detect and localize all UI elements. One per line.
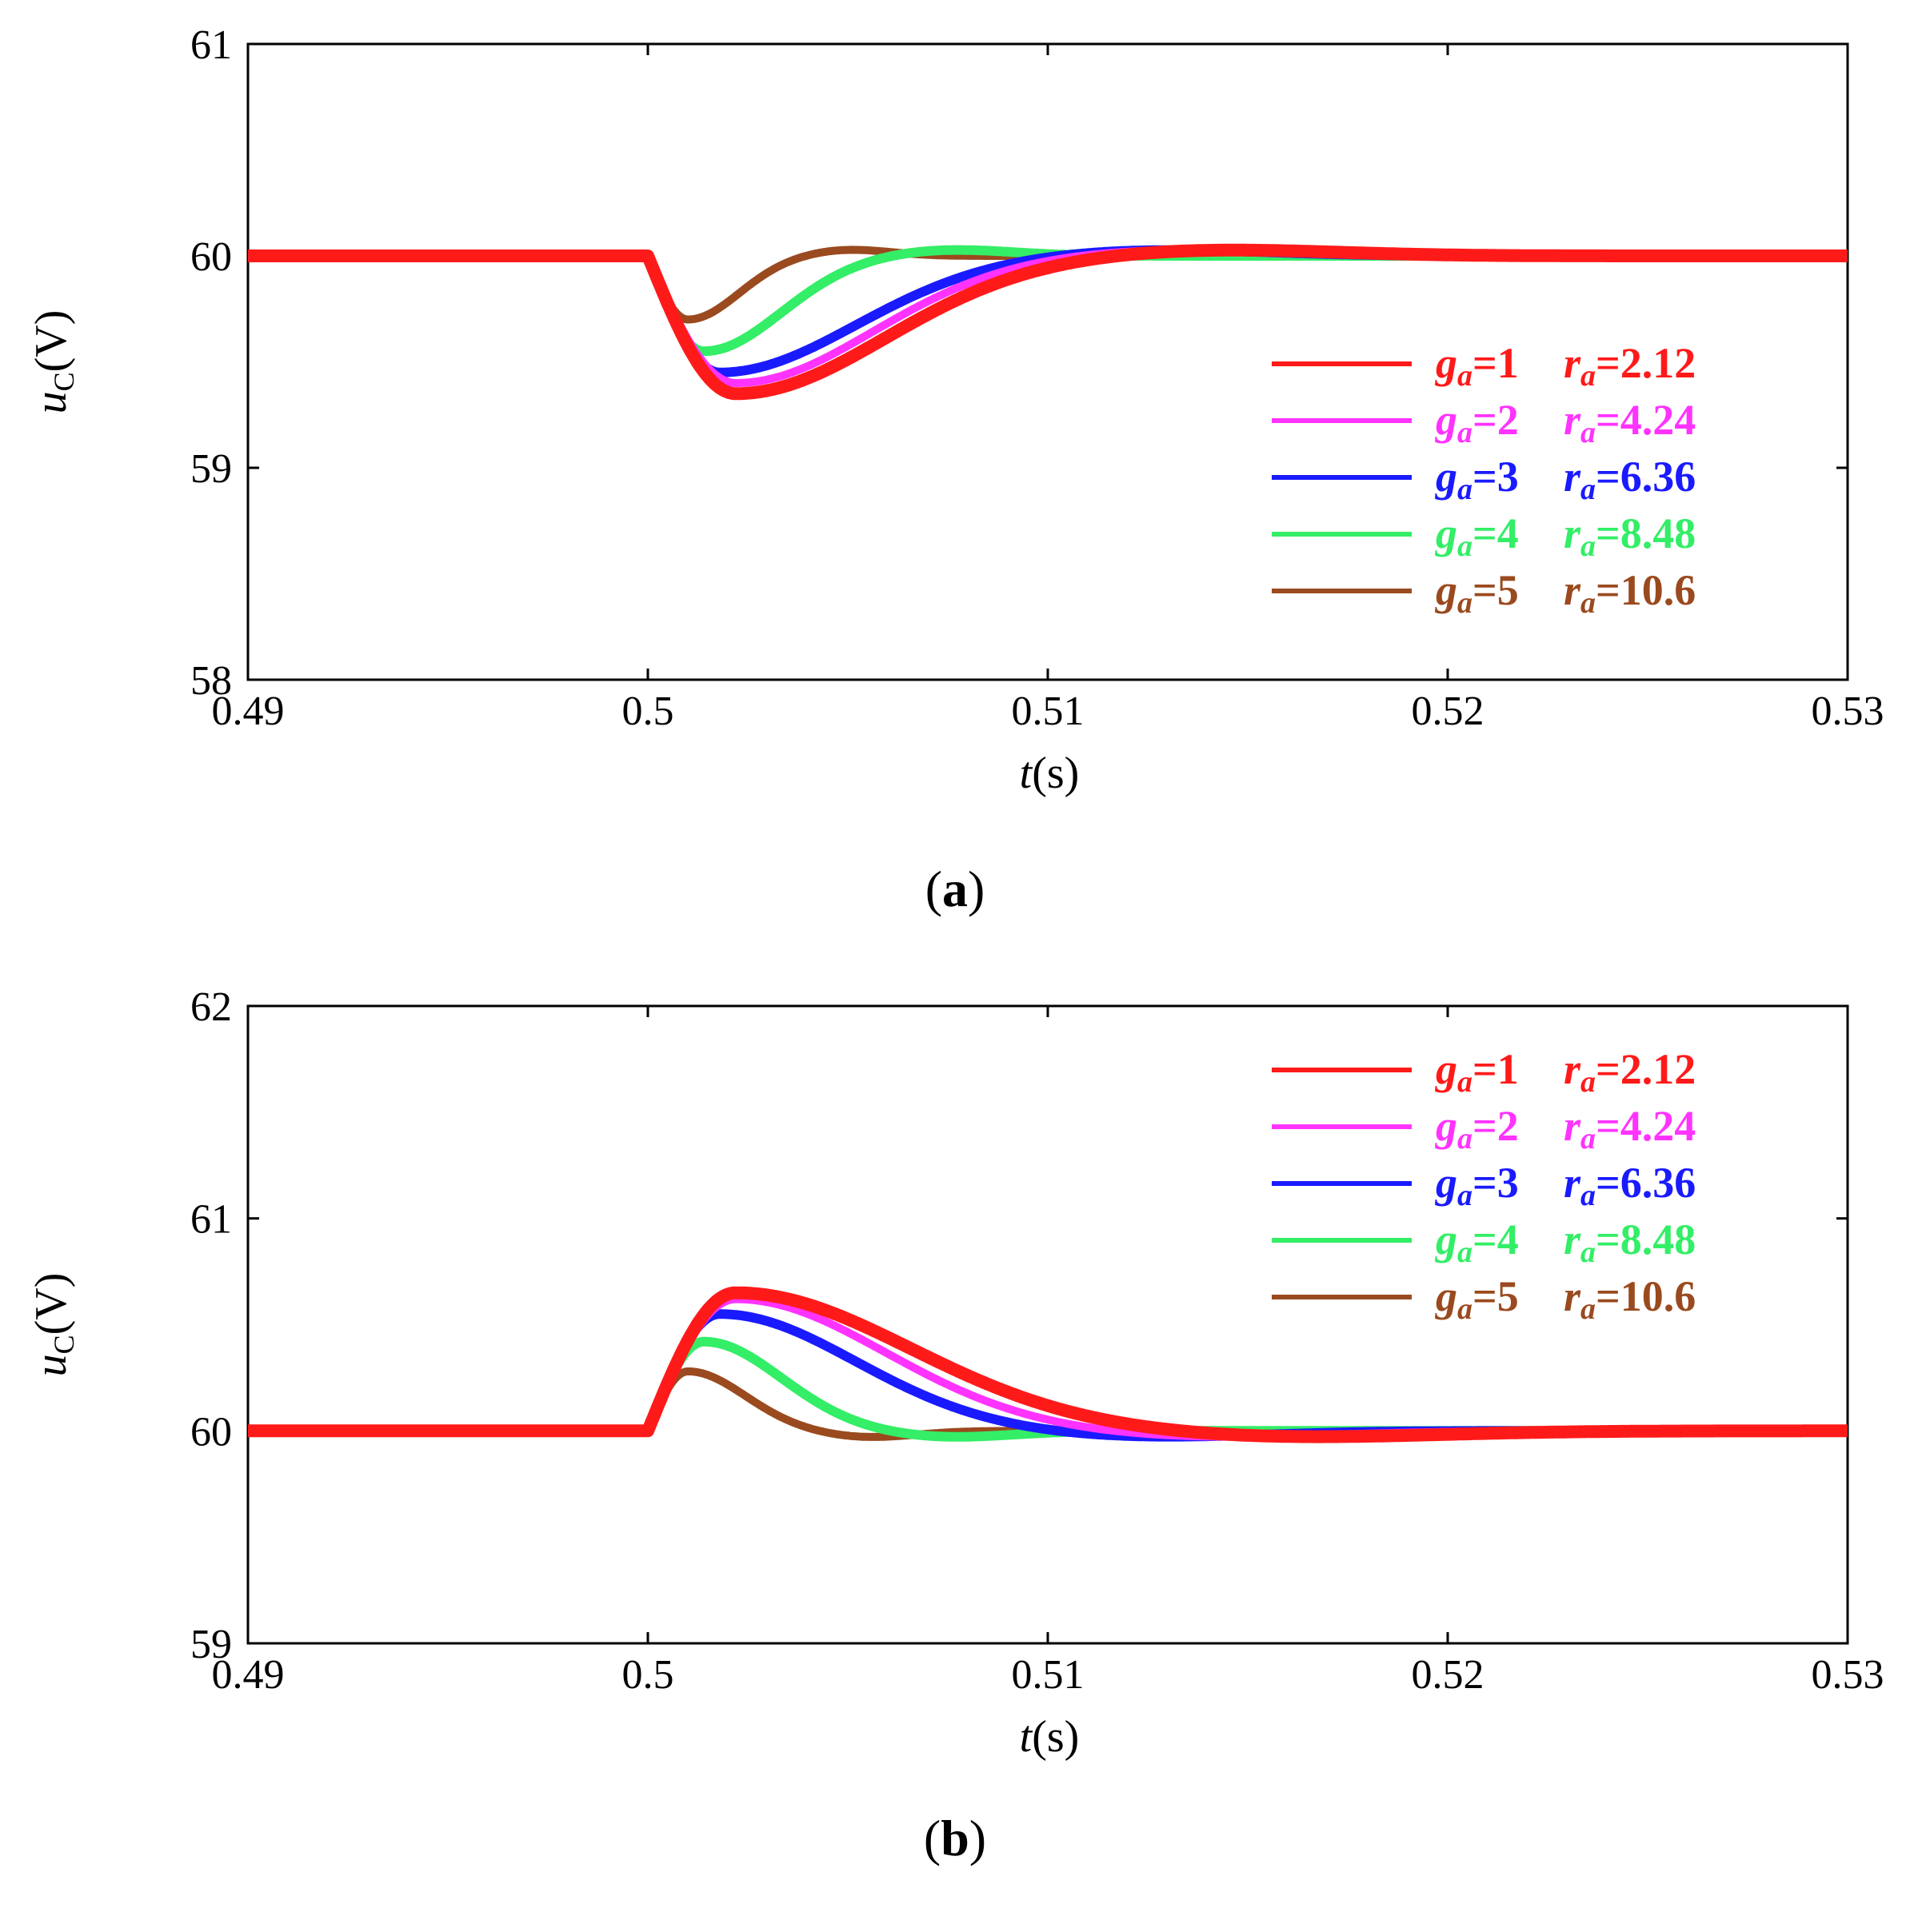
y-tick-label: 60 [190, 234, 232, 280]
series-group [248, 243, 1848, 401]
legend-label-5: ga=5 ra=10.6 [1435, 1272, 1696, 1326]
x-tick-label: 0.52 [1412, 1652, 1484, 1698]
legend-label-4: ga=4 ra=8.48 [1435, 1215, 1696, 1269]
x-axis-label: t(s) [1020, 748, 1080, 798]
x-axis-label: t(s) [1020, 1712, 1080, 1762]
legend-label-4: ga=4 ra=8.48 [1435, 509, 1696, 563]
chart-panel-a: 0.49 0.5 0.51 0.52 0.53 58 59 60 61 t(s) uC(V) ga=1… [26, 22, 1884, 917]
y-tick-label: 61 [190, 22, 232, 68]
y-tick-label: 59 [190, 446, 232, 492]
legend-label-5: ga=5 ra=10.6 [1435, 566, 1696, 620]
series-group [248, 1286, 1848, 1443]
x-tick-label: 0.49 [212, 1652, 285, 1698]
x-tick-label: 0.5 [622, 1652, 674, 1698]
legend-label-3: ga=3 ra=6.36 [1435, 1159, 1696, 1212]
y-axis-label: uC(V) [26, 310, 80, 414]
x-tick-label: 0.51 [1012, 1652, 1085, 1698]
x-tick-label: 0.53 [1812, 689, 1884, 734]
x-tick-label: 0.5 [622, 689, 674, 734]
y-tick-label: 58 [190, 658, 232, 704]
x-tick-label: 0.49 [212, 689, 285, 734]
chart-panel-b: 0.49 0.5 0.51 0.52 0.53 59 60 61 62 t(s) uC(V) ga=1… [26, 984, 1884, 1866]
y-axis-label: uC(V) [26, 1273, 80, 1377]
panel-caption: (b) [924, 1810, 986, 1866]
legend-label-2: ga=2 ra=4.24 [1435, 396, 1696, 449]
x-tick-label: 0.52 [1412, 689, 1484, 734]
series-line-1 [248, 1286, 1848, 1443]
y-tick-label: 60 [190, 1409, 232, 1455]
y-tick-label: 61 [190, 1197, 232, 1243]
panel-caption: (a) [925, 860, 985, 917]
y-tick-label: 62 [190, 984, 232, 1030]
legend-label-2: ga=2 ra=4.24 [1435, 1102, 1696, 1156]
legend-label-1: ga=1 ra=2.12 [1435, 1045, 1696, 1099]
y-tick-label: 59 [190, 1622, 232, 1667]
series-line-1 [248, 243, 1848, 401]
legend-label-3: ga=3 ra=6.36 [1435, 453, 1696, 506]
x-tick-label: 0.53 [1812, 1652, 1884, 1698]
legend-label-1: ga=1 ra=2.12 [1435, 339, 1696, 393]
x-tick-label: 0.51 [1012, 689, 1085, 734]
